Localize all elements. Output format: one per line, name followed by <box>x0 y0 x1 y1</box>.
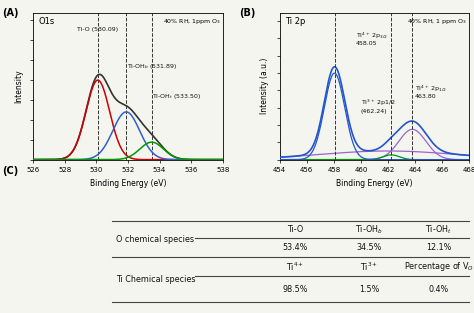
Text: 12.1%: 12.1% <box>426 243 451 252</box>
Text: Ti-OH$_b$ (531.89): Ti-OH$_b$ (531.89) <box>127 62 177 71</box>
Text: Ti-O (530.09): Ti-O (530.09) <box>77 27 118 32</box>
Y-axis label: Intensity: Intensity <box>14 69 23 103</box>
Text: Ti Chemical species: Ti Chemical species <box>116 275 196 284</box>
Text: 0.4%: 0.4% <box>428 285 449 294</box>
Text: Ti-OH$_t$ (533.50): Ti-OH$_t$ (533.50) <box>153 92 202 101</box>
Text: Ti 2p: Ti 2p <box>285 17 306 26</box>
Text: Ti-OH$_t$: Ti-OH$_t$ <box>425 223 452 236</box>
Text: (A): (A) <box>2 8 19 18</box>
Text: Ti$^{4+}$: Ti$^{4+}$ <box>286 260 304 273</box>
Text: Ti$^{3+}$ 2p1/2
(462.24): Ti$^{3+}$ 2p1/2 (462.24) <box>361 98 396 114</box>
X-axis label: Binding Energy (eV): Binding Energy (eV) <box>336 179 413 188</box>
Text: (C): (C) <box>2 166 18 176</box>
Text: (B): (B) <box>239 8 256 18</box>
Y-axis label: Intensity (a.u.): Intensity (a.u.) <box>260 58 269 114</box>
Text: Percentage of V$_O$: Percentage of V$_O$ <box>404 260 474 273</box>
Text: Ti$^{3+}$: Ti$^{3+}$ <box>360 260 378 273</box>
Text: 40% RH, 1 ppm O$_3$: 40% RH, 1 ppm O$_3$ <box>407 17 467 26</box>
Text: O chemical species: O chemical species <box>116 235 194 244</box>
Text: 1.5%: 1.5% <box>359 285 379 294</box>
Text: O1s: O1s <box>39 17 55 26</box>
X-axis label: Binding Energy (eV): Binding Energy (eV) <box>90 179 166 188</box>
Text: Ti$^{4+}$ 2p$_{1/2}$
463.80: Ti$^{4+}$ 2p$_{1/2}$ 463.80 <box>415 83 447 99</box>
Text: Ti$^{4+}$ 2p$_{3/2}$
458.05: Ti$^{4+}$ 2p$_{3/2}$ 458.05 <box>356 30 388 46</box>
Text: Ti-O: Ti-O <box>287 225 303 234</box>
Text: 98.5%: 98.5% <box>282 285 308 294</box>
Text: 40% RH, 1ppm O$_3$: 40% RH, 1ppm O$_3$ <box>163 17 221 26</box>
Text: Ti-OH$_b$: Ti-OH$_b$ <box>355 223 383 236</box>
Text: 34.5%: 34.5% <box>356 243 382 252</box>
Text: 53.4%: 53.4% <box>282 243 308 252</box>
